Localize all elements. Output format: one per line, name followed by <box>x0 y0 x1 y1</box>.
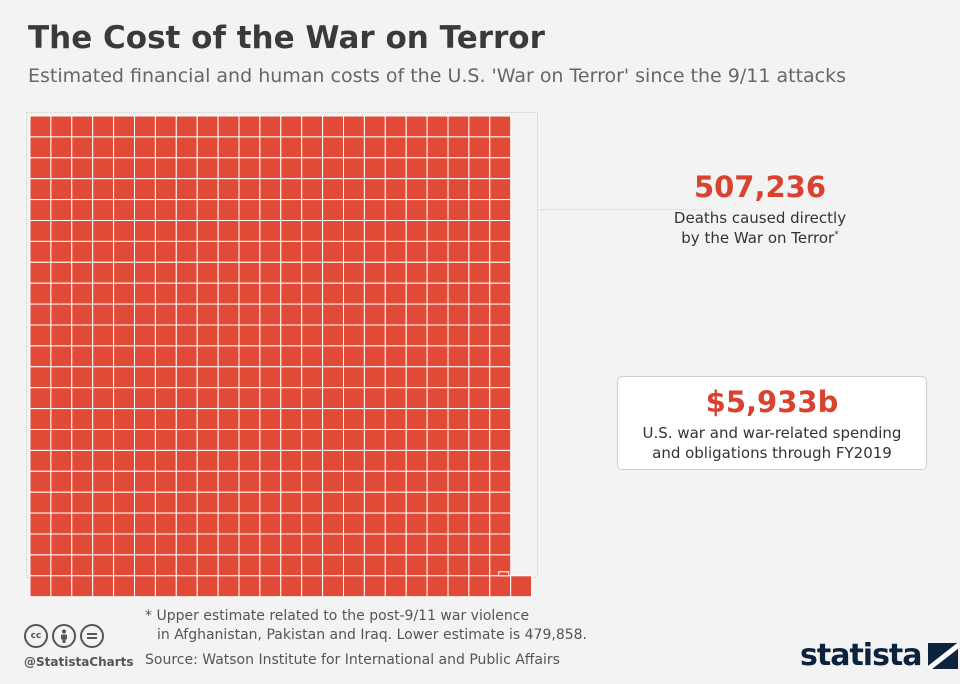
statista-logo-icon <box>927 642 958 669</box>
waffle-square <box>217 575 240 598</box>
deaths-stat: 507,236 Deaths caused directly by the Wa… <box>620 170 900 248</box>
deaths-value: 507,236 <box>693 170 827 204</box>
footnote-line1: * Upper estimate related to the post-9/1… <box>145 608 530 624</box>
waffle-square <box>50 575 73 598</box>
waffle-square <box>196 575 219 598</box>
deaths-leader-line <box>540 209 712 210</box>
waffle-square <box>154 575 177 598</box>
spending-label-line2: and obligations through FY2019 <box>652 444 892 462</box>
source-note: Source: Watson Institute for Internation… <box>145 652 560 668</box>
nd-icon <box>80 624 104 648</box>
license-icons: cc <box>24 624 104 648</box>
waffle-square <box>29 575 52 598</box>
footnote-line2: in Afghanistan, Pakistan and Iraq. Lower… <box>157 627 587 643</box>
spending-label: U.S. war and war-related spending and ob… <box>618 423 926 463</box>
social-handle: @StatistaCharts <box>24 655 134 669</box>
waffle-square <box>405 575 428 598</box>
waffle-square <box>259 575 282 598</box>
waffle-square <box>363 575 386 598</box>
waffle-square <box>426 575 449 598</box>
waffle-frame <box>26 112 538 578</box>
spending-value: $5,933b <box>705 385 839 419</box>
waffle-square <box>134 575 156 598</box>
chart-title: The Cost of the War on Terror <box>28 20 545 56</box>
deaths-label: Deaths caused directly by the War on Ter… <box>620 208 900 248</box>
waffle-square <box>71 575 94 598</box>
waffle-square <box>92 575 115 598</box>
by-icon <box>52 624 76 648</box>
waffle-square <box>384 575 407 598</box>
waffle-square <box>238 575 261 598</box>
cc-icon: cc <box>24 624 48 648</box>
deaths-label-line1: Deaths caused directly <box>673 209 847 227</box>
waffle-square <box>468 575 491 598</box>
waffle-square <box>280 575 303 598</box>
chart-subtitle: Estimated financial and human costs of t… <box>28 65 847 87</box>
waffle-square <box>510 575 533 598</box>
waffle-square <box>489 575 512 598</box>
waffle-square <box>301 575 324 598</box>
waffle-square <box>175 575 198 598</box>
waffle-square <box>322 575 345 598</box>
footnote-marker: * <box>834 230 839 240</box>
spending-stat: $5,933b U.S. war and war-related spendin… <box>617 376 927 470</box>
waffle-square <box>343 575 365 598</box>
deaths-label-line2: by the War on Terror <box>681 229 835 247</box>
brand-logo: statista <box>800 638 958 673</box>
waffle-square <box>447 575 470 598</box>
spending-label-line1: U.S. war and war-related spending <box>642 424 902 442</box>
footnote: * Upper estimate related to the post-9/1… <box>145 607 587 645</box>
brand-wordmark: statista <box>800 638 923 673</box>
waffle-square <box>113 575 135 598</box>
